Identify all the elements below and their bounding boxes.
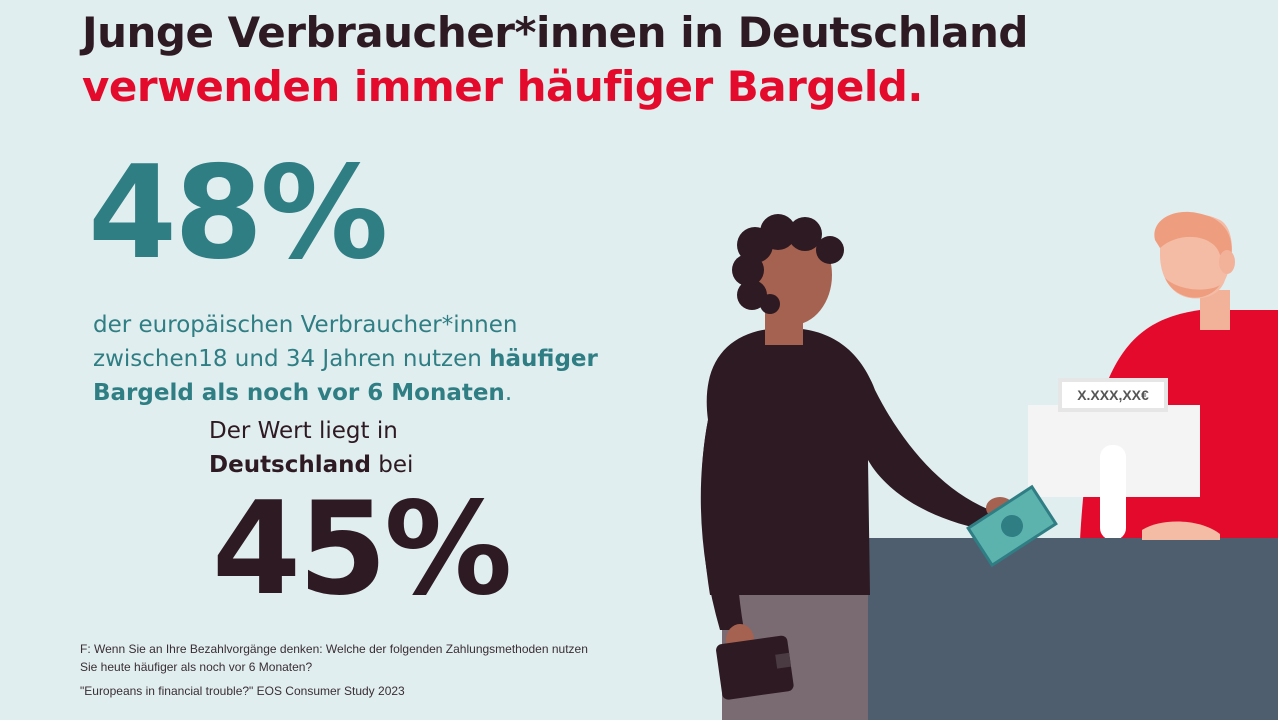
germany-text-bold: Deutschland — [209, 452, 371, 478]
checkout-illustration: X.XXX,XX€ — [700, 211, 1278, 720]
banknote — [966, 484, 1058, 568]
europe-description: der europäischen Verbraucher*innen zwisc… — [93, 308, 653, 410]
headline-line-2: verwenden immer häufiger Bargeld. — [82, 62, 923, 111]
germany-percentage: 45% — [212, 475, 512, 624]
customer-figure — [700, 214, 1014, 720]
study-source: "Europeans in financial trouble?" EOS Co… — [80, 684, 405, 698]
headline-line-1: Junge Verbraucher*innen in Deutschland — [82, 8, 1028, 57]
germany-text-end: bei — [371, 452, 414, 478]
footnote: F: Wenn Sie an Ihre Bezahlvorgänge denke… — [80, 640, 600, 700]
europe-text-bold: häufiger Bargeld als noch vor 6 Monaten — [93, 346, 598, 406]
europe-text-end: . — [504, 380, 513, 406]
europe-text-regular: der europäischen Verbraucher*innen zwisc… — [93, 312, 518, 372]
cash-register: X.XXX,XX€ — [1028, 378, 1200, 540]
wallet — [716, 635, 794, 700]
checkout-counter — [860, 538, 1278, 720]
germany-description: Der Wert liegt in Deutschland bei — [209, 414, 629, 482]
register-price-display: X.XXX,XX€ — [1077, 387, 1149, 403]
germany-text-regular: Der Wert liegt in — [209, 418, 398, 444]
survey-question: F: Wenn Sie an Ihre Bezahlvorgänge denke… — [80, 642, 588, 674]
europe-percentage: 48% — [88, 139, 388, 288]
